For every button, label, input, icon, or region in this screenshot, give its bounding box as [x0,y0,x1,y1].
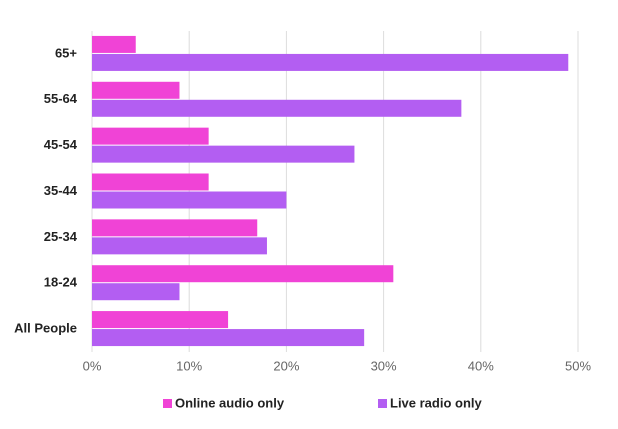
bar [92,191,287,209]
bar [92,237,267,255]
legend-label: Live radio only [390,395,483,410]
bar [92,265,394,283]
bar [92,145,355,163]
bar [92,81,180,99]
legend-swatch [163,399,172,408]
bar [92,127,209,145]
legend-swatch [378,399,387,408]
bar [92,173,209,191]
x-tick-label: 40% [468,358,494,373]
bar [92,283,180,301]
y-tick-label: 35-44 [44,183,78,198]
bar [92,219,258,237]
y-tick-label: 65+ [55,45,77,60]
y-tick-label: 45-54 [44,137,78,152]
x-tick-label: 20% [273,358,299,373]
y-tick-label: All People [14,321,77,336]
bar [92,99,462,117]
legend-label: Online audio only [175,395,285,410]
y-tick-label: 18-24 [44,275,78,290]
x-tick-label: 50% [565,358,591,373]
x-tick-label: 0% [83,358,102,373]
x-tick-label: 10% [176,358,202,373]
y-tick-label: 25-34 [44,229,78,244]
bar [92,53,569,71]
bar [92,35,136,53]
bar [92,311,229,329]
bar [92,329,365,347]
x-tick-label: 30% [371,358,397,373]
y-tick-label: 55-64 [44,91,78,106]
